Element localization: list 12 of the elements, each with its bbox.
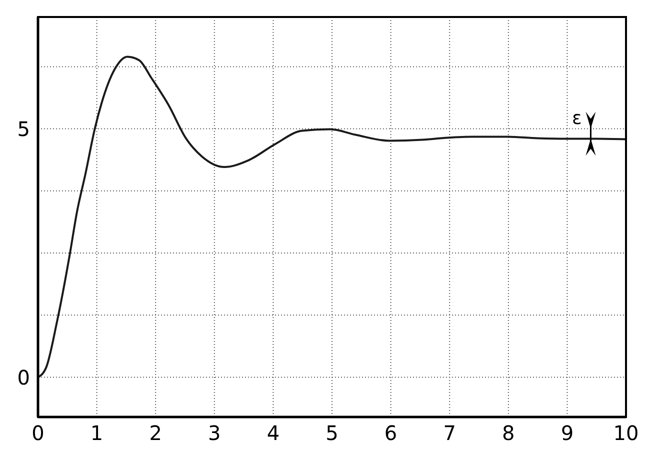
annotation: ε	[572, 108, 582, 129]
x-tick-label: 6	[384, 421, 398, 446]
x-tick-label: 7	[443, 421, 456, 446]
x-tick-label: 4	[266, 421, 280, 446]
x-tick-label: 5	[326, 421, 338, 446]
x-tick-label: 10	[613, 421, 639, 446]
line-series	[38, 56, 626, 378]
x-tick-label: 9	[560, 421, 574, 446]
x-tick-label: 3	[208, 421, 221, 446]
x-tick-label: 1	[90, 421, 104, 446]
x-tick-label: 8	[502, 421, 515, 446]
x-tick-label: 2	[149, 421, 162, 446]
